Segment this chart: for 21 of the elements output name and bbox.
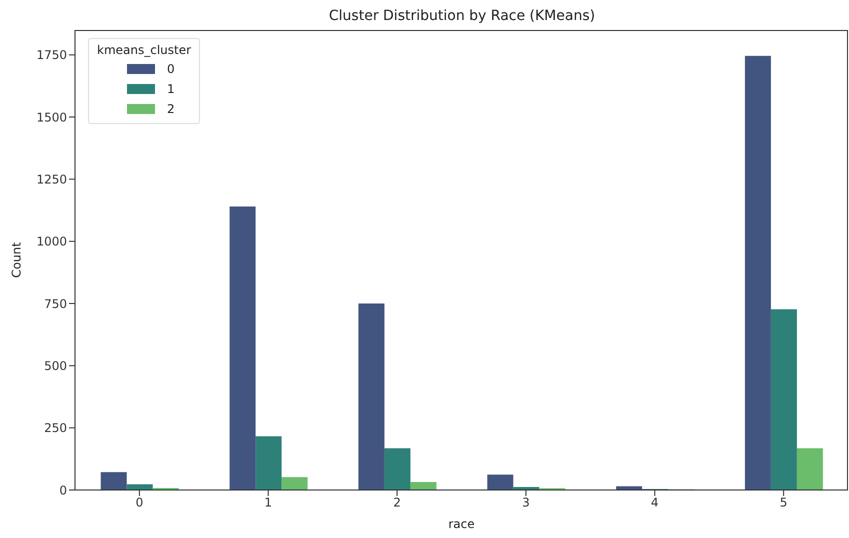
legend-label: 0 <box>167 62 175 76</box>
legend-label: 1 <box>167 82 175 96</box>
x-tick-label: 0 <box>136 496 144 510</box>
y-tick-label: 0 <box>59 483 67 498</box>
x-tick-label: 5 <box>780 496 788 510</box>
x-tick-label: 2 <box>393 496 401 510</box>
x-tick-label: 3 <box>522 496 530 510</box>
x-axis-title: race <box>448 517 475 531</box>
y-axis-title: Count <box>9 242 24 278</box>
y-tick-label: 1250 <box>36 172 67 186</box>
x-tick-label: 4 <box>650 496 659 510</box>
y-tick-label: 250 <box>44 421 67 436</box>
legend-label: 2 <box>167 102 175 116</box>
legend-title: kmeans_cluster <box>97 43 192 57</box>
y-tick-label: 500 <box>44 358 67 373</box>
y-tick-label: 1000 <box>36 234 67 249</box>
y-tick-label: 1500 <box>36 110 67 124</box>
y-tick-label: 1750 <box>36 48 67 62</box>
x-tick-label: 1 <box>264 496 272 510</box>
chart-title: Cluster Distribution by Race (KMeans) <box>328 8 596 24</box>
y-tick-label: 750 <box>44 296 67 311</box>
